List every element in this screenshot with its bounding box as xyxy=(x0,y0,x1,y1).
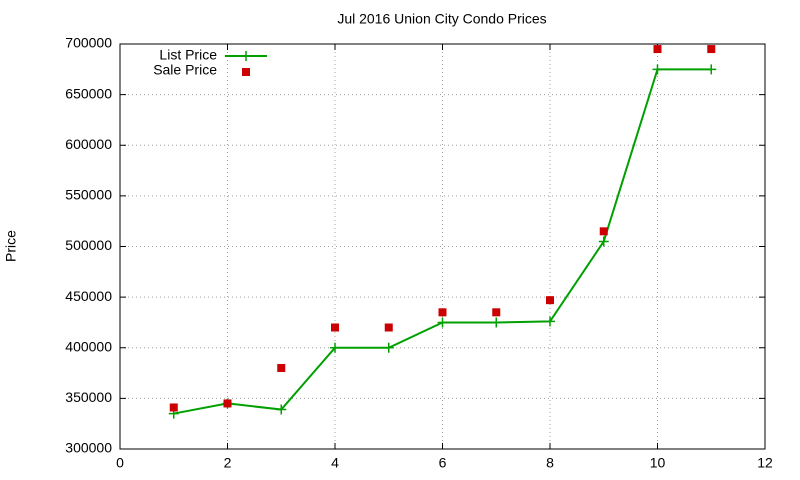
point xyxy=(438,308,447,317)
point xyxy=(598,236,609,247)
legend-label: Sale Price xyxy=(153,62,217,78)
x-tick-label: 6 xyxy=(439,455,447,471)
legend-label: List Price xyxy=(159,47,217,63)
y-tick-label: 300000 xyxy=(65,440,112,456)
point xyxy=(545,316,555,327)
point xyxy=(384,323,393,332)
point xyxy=(599,227,608,236)
chart-title: Jul 2016 Union City Condo Prices xyxy=(337,11,546,27)
point xyxy=(169,403,178,412)
y-tick-label: 700000 xyxy=(65,35,112,51)
y-tick-label: 400000 xyxy=(65,338,112,354)
x-tick-label: 8 xyxy=(546,455,554,471)
point xyxy=(706,64,717,75)
point xyxy=(707,45,716,54)
point xyxy=(223,399,232,408)
x-tick-label: 0 xyxy=(116,455,124,471)
y-axis-label: Price xyxy=(3,230,19,262)
y-tick-label: 550000 xyxy=(65,187,112,203)
y-tick-label: 650000 xyxy=(65,85,112,101)
point xyxy=(277,364,286,372)
point xyxy=(491,317,502,328)
point xyxy=(652,64,663,75)
point xyxy=(276,404,287,415)
legend-marker xyxy=(241,51,251,61)
y-tick-label: 450000 xyxy=(65,288,112,304)
legend-marker xyxy=(242,68,250,76)
plot-frame xyxy=(119,43,766,450)
x-tick-label: 2 xyxy=(224,455,232,471)
y-tick-label: 350000 xyxy=(65,389,112,405)
point xyxy=(383,342,394,353)
point xyxy=(546,296,554,305)
point xyxy=(330,342,340,353)
y-tick-label: 500000 xyxy=(65,237,112,253)
point xyxy=(492,308,501,317)
point xyxy=(653,45,662,54)
x-tick-label: 4 xyxy=(331,455,339,471)
point xyxy=(437,317,448,328)
point xyxy=(331,323,339,332)
x-tick-label: 10 xyxy=(650,455,666,471)
x-tick-label: 12 xyxy=(757,455,773,471)
y-tick-label: 600000 xyxy=(65,136,112,152)
